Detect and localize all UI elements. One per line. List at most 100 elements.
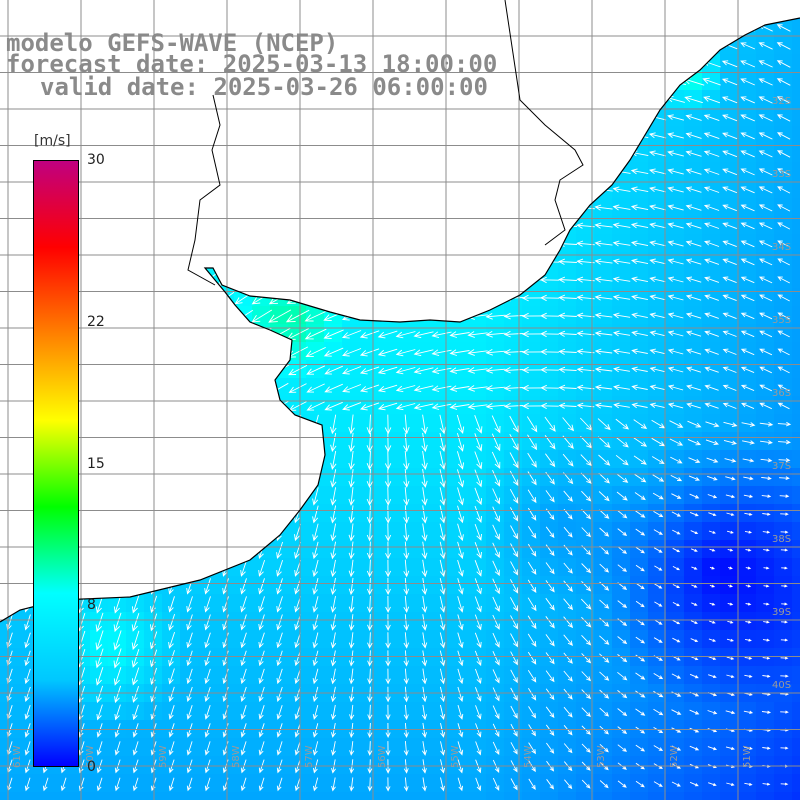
wind-arrow bbox=[235, 400, 253, 412]
speed-cell bbox=[792, 666, 800, 685]
wind-arrow bbox=[557, 168, 578, 175]
speed-cell bbox=[126, 774, 145, 793]
speed-cell bbox=[270, 198, 289, 217]
wind-arrow bbox=[474, 650, 482, 667]
wind-arrow bbox=[762, 782, 771, 786]
wind-arrow bbox=[413, 295, 434, 303]
wind-arrow bbox=[577, 7, 596, 13]
wind-arrow bbox=[510, 705, 518, 719]
wind-arrow bbox=[502, 96, 525, 104]
speed-cell bbox=[108, 594, 127, 613]
wind-arrow bbox=[349, 686, 355, 703]
speed-cell bbox=[162, 144, 181, 163]
wind-arrow bbox=[128, 380, 144, 396]
speed-cell bbox=[540, 198, 559, 217]
wind-arrow bbox=[449, 367, 470, 374]
speed-cell bbox=[288, 630, 307, 649]
speed-cell bbox=[450, 270, 469, 289]
wind-arrow bbox=[163, 146, 180, 162]
wind-arrow bbox=[234, 238, 253, 251]
speed-cell bbox=[396, 558, 415, 577]
wind-arrow bbox=[163, 273, 180, 288]
wind-arrow bbox=[649, 240, 666, 247]
speed-cell bbox=[792, 162, 800, 181]
wind-arrow bbox=[509, 452, 519, 469]
wind-arrow bbox=[110, 128, 126, 145]
wind-arrow bbox=[21, 109, 34, 128]
speed-cell bbox=[162, 324, 181, 343]
speed-cell bbox=[162, 504, 181, 523]
wind-arrow bbox=[759, 366, 772, 374]
speed-cell bbox=[198, 630, 217, 649]
wind-arrow bbox=[199, 165, 217, 179]
wind-arrow bbox=[761, 494, 772, 498]
wind-arrow bbox=[276, 505, 284, 524]
wind-arrow bbox=[777, 276, 791, 284]
speed-cell bbox=[216, 396, 235, 415]
wind-arrow bbox=[21, 145, 34, 164]
speed-cell bbox=[288, 612, 307, 631]
wind-arrow bbox=[413, 259, 434, 267]
speed-cell bbox=[414, 180, 433, 199]
wind-arrow bbox=[114, 704, 121, 721]
wind-arrow bbox=[421, 614, 428, 631]
speed-cell bbox=[504, 234, 523, 253]
speed-cell bbox=[270, 468, 289, 487]
wind-arrow bbox=[24, 578, 31, 595]
speed-cell bbox=[558, 288, 577, 307]
wind-arrow bbox=[557, 78, 578, 86]
speed-cell bbox=[540, 324, 559, 343]
wind-arrow bbox=[704, 7, 719, 13]
wind-arrow bbox=[168, 777, 175, 792]
speed-cell bbox=[378, 702, 397, 721]
speed-cell bbox=[324, 468, 343, 487]
wind-arrow bbox=[723, 421, 738, 428]
wind-arrow bbox=[722, 348, 737, 355]
speed-cell bbox=[288, 774, 307, 793]
wind-arrow bbox=[667, 312, 684, 319]
speed-cell bbox=[234, 666, 253, 685]
speed-cell bbox=[0, 792, 19, 800]
wind-arrow bbox=[395, 240, 416, 249]
speed-cell bbox=[90, 522, 109, 541]
speed-cell bbox=[414, 306, 433, 325]
wind-arrow bbox=[234, 220, 253, 233]
speed-cell bbox=[288, 450, 307, 469]
wind-arrow bbox=[630, 78, 649, 85]
speed-cell bbox=[198, 414, 217, 433]
wind-arrow bbox=[421, 741, 427, 756]
wind-arrow bbox=[502, 24, 525, 32]
wind-arrow bbox=[240, 632, 247, 649]
speed-cell bbox=[378, 18, 397, 19]
wind-arrow bbox=[667, 150, 684, 157]
wind-arrow bbox=[203, 414, 212, 434]
wind-arrow bbox=[128, 308, 144, 324]
wind-arrow bbox=[457, 741, 464, 756]
speed-cell bbox=[414, 378, 433, 397]
wind-arrow bbox=[686, 366, 702, 373]
speed-cell bbox=[216, 378, 235, 397]
wind-arrow bbox=[457, 614, 464, 631]
wind-arrow bbox=[593, 78, 614, 85]
speed-cell bbox=[180, 540, 199, 559]
wind-arrow bbox=[323, 275, 344, 285]
wind-arrow bbox=[204, 686, 211, 702]
wind-arrow bbox=[305, 149, 326, 159]
wind-arrow bbox=[466, 169, 489, 176]
speed-cell bbox=[792, 792, 800, 800]
speed-cell bbox=[306, 540, 325, 559]
wind-arrow bbox=[4, 307, 16, 326]
speed-cell bbox=[252, 378, 271, 397]
speed-cell bbox=[90, 612, 109, 631]
speed-cell bbox=[306, 666, 325, 685]
wind-arrow bbox=[385, 704, 391, 721]
speed-cell bbox=[108, 630, 127, 649]
wind-arrow bbox=[181, 201, 199, 216]
wind-arrow bbox=[217, 328, 235, 341]
wind-arrow bbox=[684, 41, 703, 50]
speed-cell bbox=[270, 504, 289, 523]
wind-arrow bbox=[312, 741, 319, 756]
speed-cell bbox=[396, 792, 415, 800]
speed-cell bbox=[126, 288, 145, 307]
wind-arrow bbox=[456, 451, 465, 470]
